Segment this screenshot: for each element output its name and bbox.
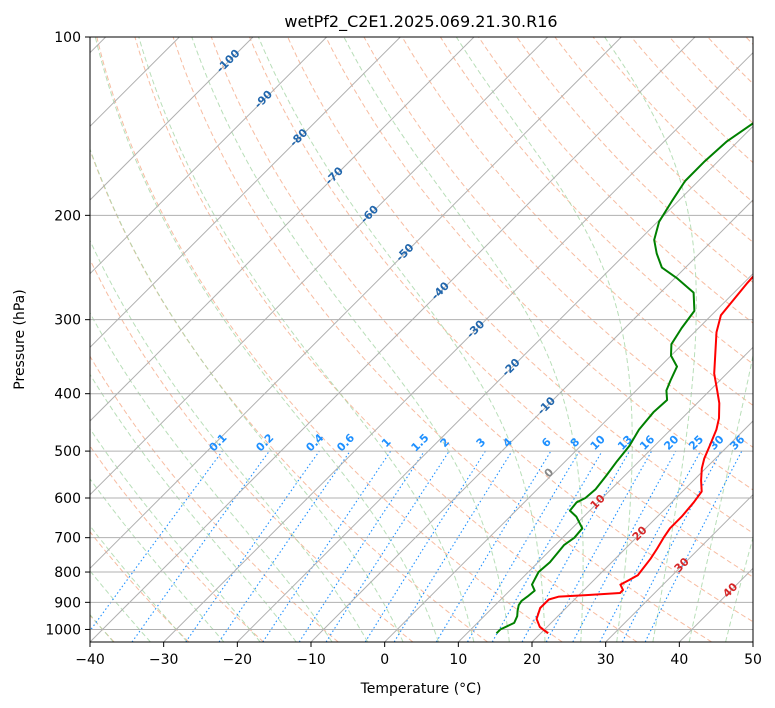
y-tick-label: 500: [54, 444, 81, 460]
isotherm-line: [90, 37, 622, 570]
plot-frame: [89, 36, 754, 643]
x-tick-label: 10: [449, 652, 467, 668]
x-tick-label: 30: [597, 652, 615, 668]
x-tick-label: 20: [523, 652, 541, 668]
mixing-ratio-line: [364, 450, 486, 642]
sounding-profiles: [495, 122, 753, 635]
dry-adiabat-line: [96, 37, 563, 642]
dry-adiabat-line: [287, 37, 753, 534]
moist-adiabat-line: [191, 37, 510, 642]
moist-adiabat-line: [688, 353, 753, 642]
x-tick-label: −20: [223, 652, 253, 668]
dry-adiabat-line: [516, 37, 753, 284]
chart-title: wetPf2_C2E1.2025.069.21.30.R16: [284, 12, 557, 32]
dewpoint-profile-line: [495, 122, 753, 635]
isotherm-line: [605, 493, 753, 642]
isotherm-line: [90, 37, 549, 496]
mixing-ratio-line: [131, 450, 270, 642]
dry-adiabat-line: [90, 531, 190, 642]
y-tick-label: 600: [54, 491, 81, 507]
x-tick-label: −40: [75, 652, 105, 668]
moist-adiabat-line: [90, 373, 297, 642]
moist-adiabat-line: [90, 477, 225, 642]
x-tick-label: 50: [744, 652, 762, 668]
isotherm-line: [90, 37, 254, 201]
dry-adiabat-line: [363, 37, 753, 448]
isotherm-line: [310, 199, 753, 642]
isotherm-line: [384, 272, 753, 642]
y-tick-label: 1000: [45, 622, 81, 638]
moist-adiabat-line: [90, 147, 404, 642]
dry-adiabat-line: [592, 37, 753, 203]
x-axis-label: Temperature (°C): [360, 681, 482, 697]
moist-adiabat-line: [257, 37, 546, 642]
moist-adiabat-line: [725, 535, 753, 642]
mixing-ratio-line: [467, 450, 580, 642]
mixing-ratio-line: [491, 450, 603, 642]
plot-background: [90, 37, 753, 642]
isotherm-line: [90, 37, 475, 422]
background-lines: [90, 37, 753, 642]
moist-adiabat-line: [90, 311, 333, 642]
y-tick-label: 100: [54, 30, 81, 46]
isotherm-line: [236, 125, 753, 642]
y-tick-label: 400: [54, 387, 81, 403]
y-axis: 100 200 300 400 500 600 700 800 900 1000: [45, 30, 90, 638]
mixing-ratio-line: [90, 450, 223, 632]
x-axis: −40 −30 −20 −10 0 10 20 30 40 50: [75, 642, 762, 668]
moist-adiabat-line: [90, 239, 369, 642]
x-tick-label: 40: [670, 652, 688, 668]
x-tick-label: 0: [380, 652, 389, 668]
mixing-ratio-line: [572, 450, 677, 642]
dry-adiabat-line: [90, 355, 339, 642]
mixing-ratio-line: [435, 450, 552, 642]
dry-adiabat-line: [134, 37, 638, 642]
dry-adiabat-line: [401, 37, 753, 406]
x-tick-label: −30: [149, 652, 179, 668]
y-tick-label: 900: [54, 595, 81, 611]
isotherm-line: [90, 37, 696, 642]
isotherm-line: [163, 51, 753, 642]
dry-adiabat-line: [478, 37, 753, 324]
moist-adiabat-line: [343, 37, 584, 642]
y-axis-label: Pressure (hPa): [12, 289, 28, 389]
moist-adiabat-line: [94, 37, 439, 642]
mixing-ratio-line: [185, 450, 320, 642]
y-tick-label: 200: [54, 208, 81, 224]
isotherm-line: [457, 346, 753, 642]
temperature-profile-line: [535, 275, 753, 635]
y-tick-label: 700: [54, 531, 81, 547]
moist-adiabat-line: [604, 37, 697, 642]
isotherm-line: [531, 420, 753, 642]
mixing-ratio-line: [393, 450, 513, 642]
moist-adiabat-line: [138, 37, 475, 642]
isotherm-line: [90, 37, 401, 349]
isotherm-line: [90, 37, 328, 275]
mixing-ratio-line: [325, 450, 450, 642]
dry-adiabat-line: [325, 37, 753, 491]
x-tick-label: −10: [296, 652, 326, 668]
y-tick-label: 800: [54, 565, 81, 581]
mixing-ratio-line: [218, 450, 351, 642]
dry-adiabat-line: [210, 37, 753, 623]
y-tick-label: 300: [54, 313, 81, 329]
moist-adiabat-line: [90, 427, 261, 642]
dry-adiabat-line: [172, 37, 712, 642]
